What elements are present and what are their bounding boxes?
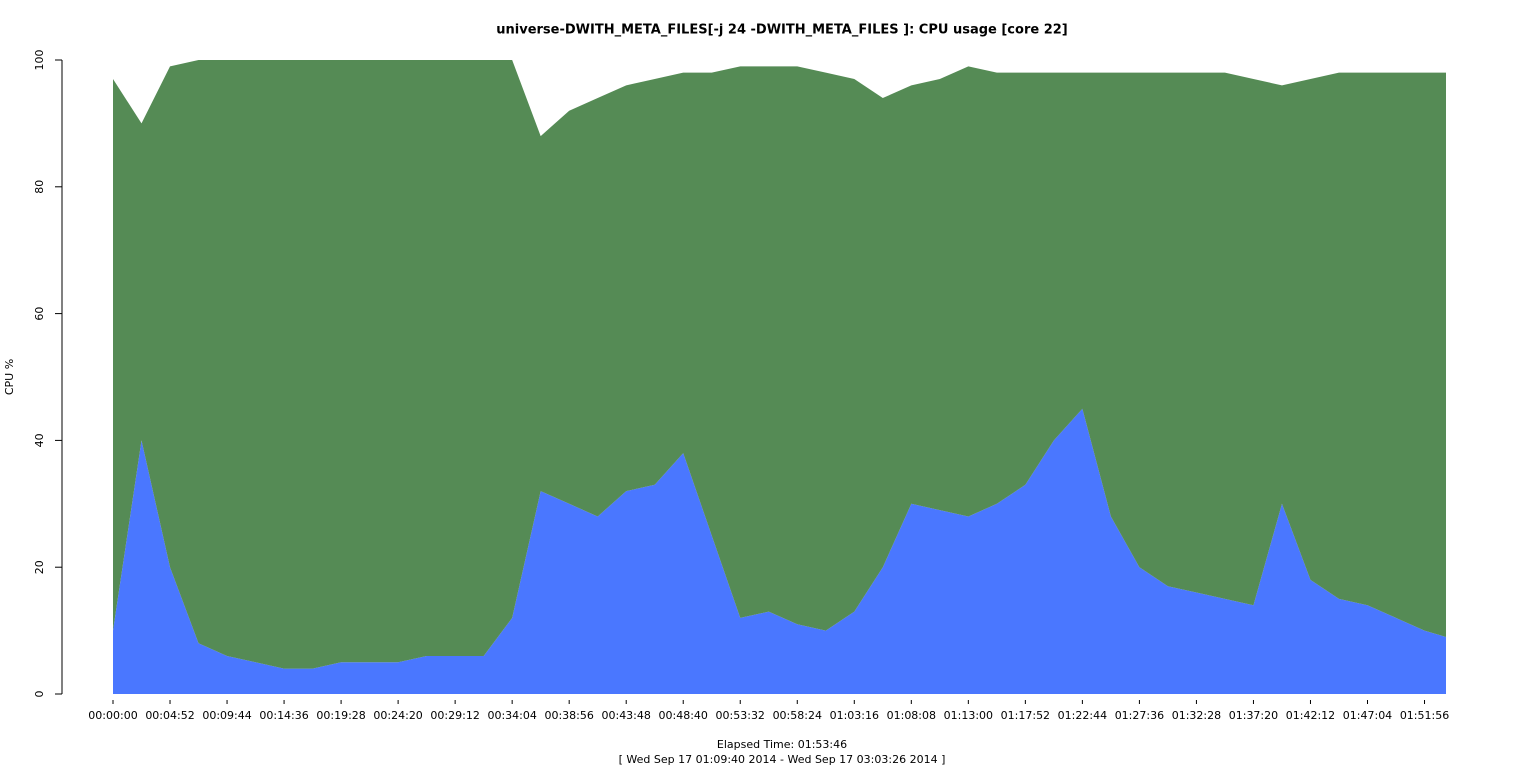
x-tick-label: 00:38:56 — [544, 709, 593, 722]
x-tick-label: 00:09:44 — [202, 709, 251, 722]
x-tick-label: 00:43:48 — [601, 709, 650, 722]
x-tick-label: 01:32:28 — [1172, 709, 1221, 722]
y-tick-label: 40 — [33, 433, 46, 447]
chart-title: universe-DWITH_META_FILES[-j 24 -DWITH_M… — [496, 23, 1067, 38]
x-axis-label: Elapsed Time: 01:53:46 — [717, 738, 847, 751]
x-tick-label: 01:27:36 — [1115, 709, 1164, 722]
y-axis-label: CPU % — [3, 359, 16, 395]
x-tick-label: 00:29:12 — [430, 709, 479, 722]
x-tick-label: 00:14:36 — [259, 709, 308, 722]
area — [113, 408, 1446, 694]
x-tick-label: 01:51:56 — [1400, 709, 1449, 722]
x-tick-label: 00:24:20 — [373, 709, 422, 722]
x-tick-label: 01:37:20 — [1229, 709, 1278, 722]
area — [113, 60, 1446, 669]
y-tick-label: 80 — [33, 180, 46, 194]
y-tick-label: 60 — [33, 307, 46, 321]
x-tick-label: 01:13:00 — [944, 709, 993, 722]
x-tick-label: 00:04:52 — [145, 709, 194, 722]
y-tick-label: 0 — [33, 691, 46, 698]
x-tick-label: 00:00:00 — [88, 709, 137, 722]
x-tick-label: 01:17:52 — [1001, 709, 1050, 722]
x-tick-label: 01:47:04 — [1343, 709, 1392, 722]
x-tick-label: 01:42:12 — [1286, 709, 1335, 722]
y-tick-label: 100 — [33, 50, 46, 71]
x-tick-label: 00:48:40 — [659, 709, 708, 722]
x-tick-label: 00:53:32 — [716, 709, 765, 722]
x-tick-label: 00:19:28 — [316, 709, 365, 722]
x-tick-label: 00:58:24 — [773, 709, 822, 722]
x-tick-label: 01:08:08 — [887, 709, 936, 722]
subtitle: [ Wed Sep 17 01:09:40 2014 - Wed Sep 17 … — [619, 753, 946, 766]
y-tick-label: 20 — [33, 560, 46, 574]
x-tick-label: 01:22:44 — [1058, 709, 1107, 722]
x-tick-label: 00:34:04 — [487, 709, 536, 722]
x-tick-label: 01:03:16 — [830, 709, 879, 722]
